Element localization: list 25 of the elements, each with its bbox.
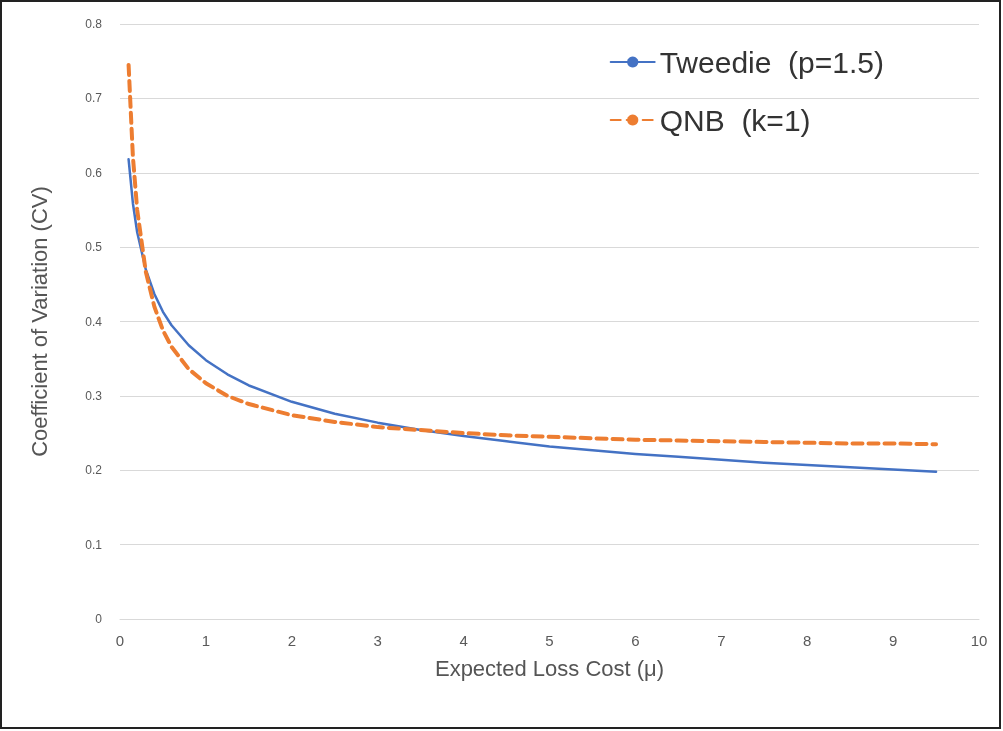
y-tick-label: 0.4 (85, 314, 103, 329)
x-tick-label: 9 (888, 632, 898, 649)
y-tick-label: 0.8 (85, 17, 103, 31)
y-tick-label: 0 (95, 612, 103, 626)
line-series (127, 158, 938, 473)
x-tick-label: 10 (970, 632, 988, 649)
y-tick-label: 0.7 (85, 91, 103, 106)
y-tick-label: 0.1 (85, 537, 103, 552)
y-tick-label: 0.3 (85, 388, 103, 403)
y-tick-label: 0.6 (85, 165, 103, 180)
x-tick-label: 3 (373, 632, 382, 649)
x-tick-label: 1 (201, 632, 211, 649)
x-tick-label: 8 (803, 632, 812, 649)
x-tick-label: 2 (287, 632, 296, 649)
x-tick-label: 6 (631, 632, 640, 649)
x-axis-title: Expected Loss Cost (μ) (434, 655, 665, 681)
legend-label: QNB (k=1) (659, 103, 811, 137)
x-tick-label: 4 (459, 632, 468, 649)
x-tick-label: 7 (717, 632, 726, 649)
x-tick-label: 5 (545, 632, 554, 649)
legend-label: Tweedie (p=1.5) (659, 45, 884, 79)
y-tick-label: 0.5 (85, 240, 103, 255)
y-tick-label: 0.2 (85, 463, 103, 478)
y-axis-title: Coefficient of Variation (CV) (26, 186, 52, 457)
x-tick-label: 0 (115, 632, 125, 649)
